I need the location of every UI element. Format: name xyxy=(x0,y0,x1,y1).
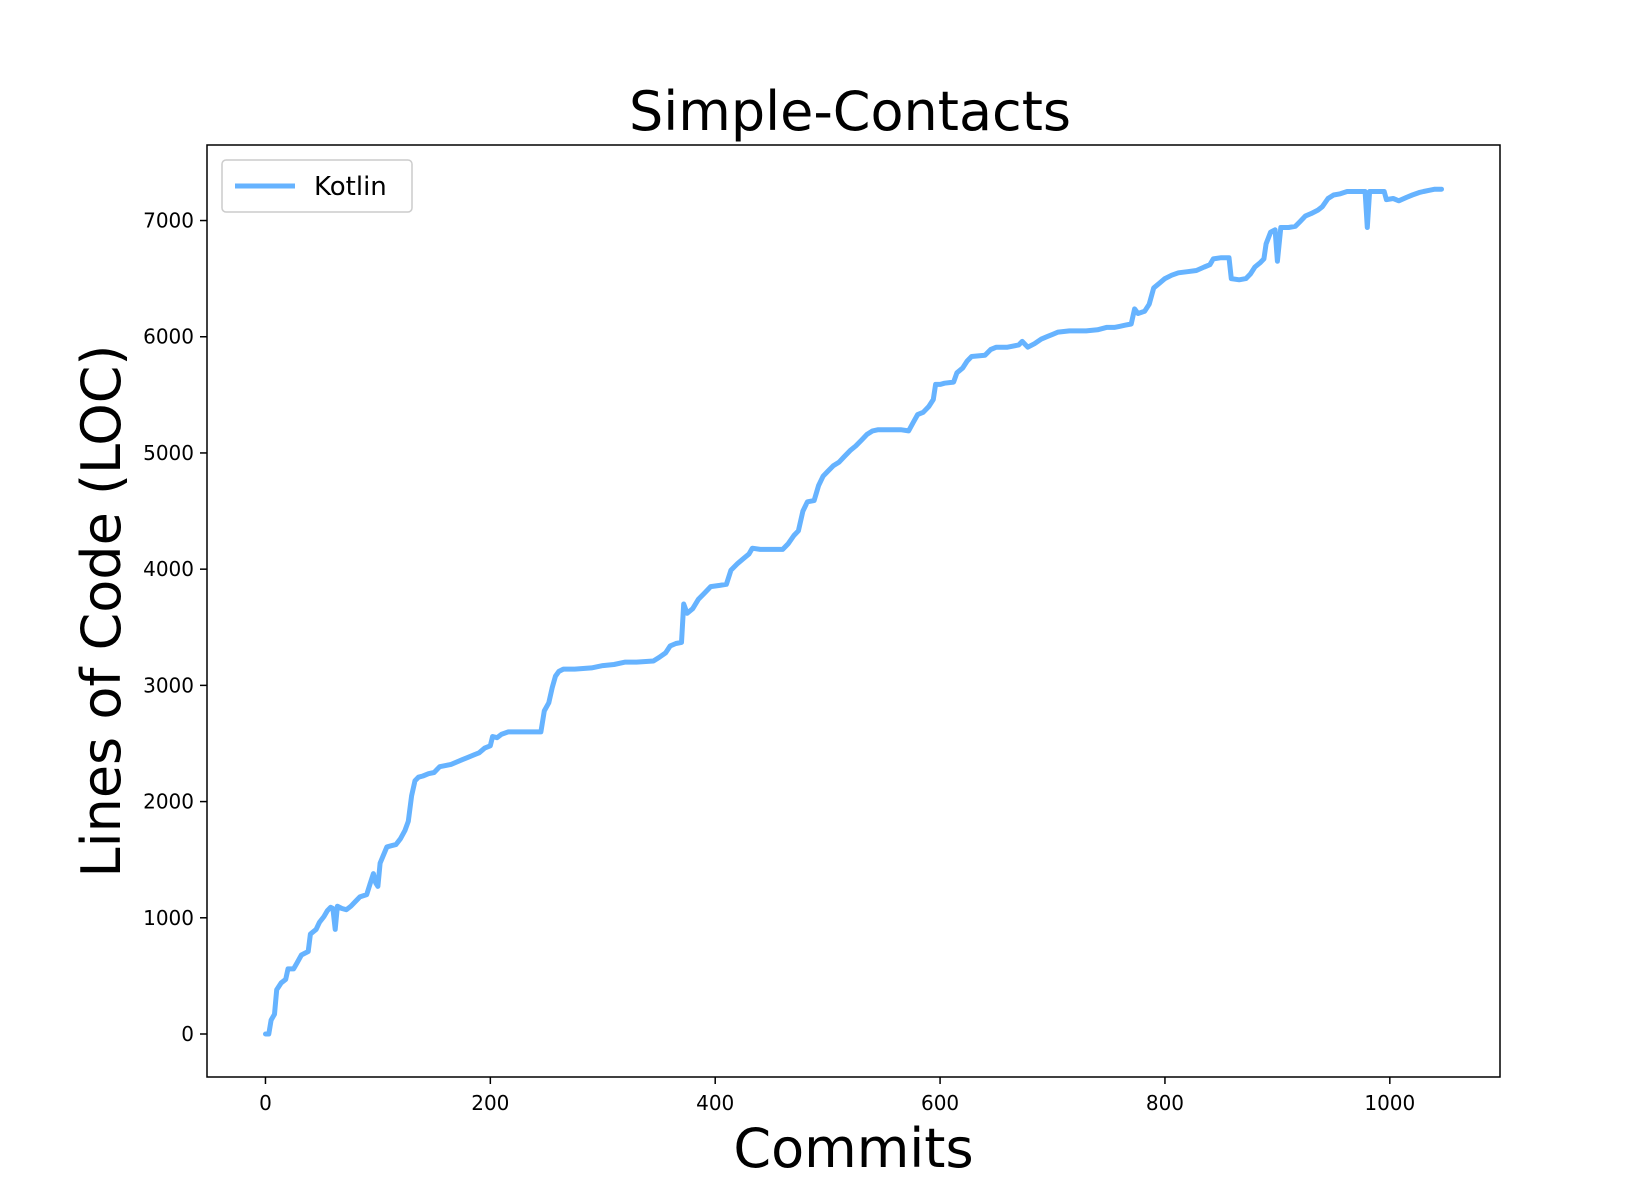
y-axis-label: Lines of Code (LOC) xyxy=(70,345,133,878)
x-axis: 0 200 400 600 800 1000 xyxy=(259,1077,1415,1115)
plot-area xyxy=(206,144,1501,1078)
y-tick-label: 7000 xyxy=(143,209,194,233)
y-tick-label: 3000 xyxy=(143,673,194,697)
y-tick-label: 2000 xyxy=(143,790,194,814)
x-tick-label: 400 xyxy=(696,1091,734,1115)
x-tick-label: 800 xyxy=(1146,1091,1184,1115)
legend: Kotlin xyxy=(221,159,413,213)
x-axis-label: Commits xyxy=(733,1117,973,1180)
x-tick-label: 0 xyxy=(259,1091,272,1115)
y-tick-label: 5000 xyxy=(143,441,194,465)
y-tick-label: 1000 xyxy=(143,906,194,930)
y-tick-label: 4000 xyxy=(143,557,194,581)
y-tick-label: 6000 xyxy=(143,325,194,349)
x-tick-label: 600 xyxy=(921,1091,959,1115)
x-tick-label: 200 xyxy=(471,1091,509,1115)
series-line-kotlin xyxy=(263,186,1444,1037)
chart-title: Simple-Contacts xyxy=(629,80,1071,143)
y-tick-label: 0 xyxy=(181,1022,194,1046)
y-axis: 0 1000 2000 3000 4000 5000 6000 7000 xyxy=(143,209,207,1046)
x-tick-label: 1000 xyxy=(1364,1091,1415,1115)
legend-label-kotlin: Kotlin xyxy=(314,172,387,202)
legend-box xyxy=(221,159,413,213)
